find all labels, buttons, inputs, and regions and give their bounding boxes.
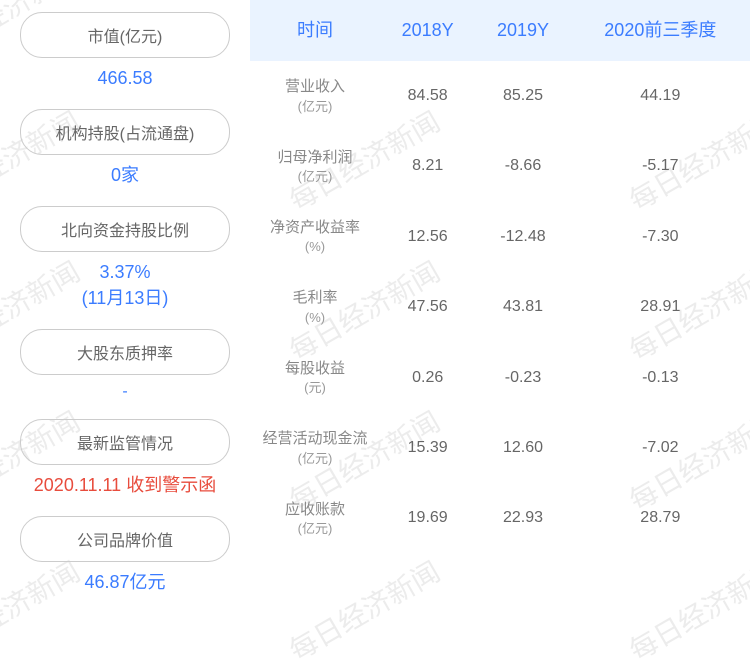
data-cell: 12.56 <box>380 202 475 272</box>
metric-unit: (元) <box>258 380 372 397</box>
metric-name: 营业收入 <box>285 78 345 95</box>
data-cell: 15.39 <box>380 413 475 483</box>
metric-name: 经营活动现金流 <box>262 430 367 447</box>
table-header-row: 时间2018Y2019Y2020前三季度 <box>250 0 750 61</box>
metric-unit: (亿元) <box>258 169 372 186</box>
stat-label: 最新监管情况 <box>20 419 230 465</box>
table-header-cell: 2020前三季度 <box>571 0 750 61</box>
stat-value: 466.58 <box>97 66 152 91</box>
table-row: 毛利率 (%) 47.5643.8128.91 <box>250 272 750 342</box>
metric-name: 毛利率 <box>292 289 337 306</box>
data-cell: 85.25 <box>475 61 570 131</box>
data-cell: -8.66 <box>475 132 570 202</box>
stat-value: 3.37% (11月13日) <box>82 260 169 310</box>
table-body: 营业收入 (亿元) 84.5885.2544.19 归母净利润 (亿元) 8.21-8.6… <box>250 61 750 554</box>
data-cell: 28.79 <box>571 484 750 554</box>
stat-label: 北向资金持股比例 <box>20 206 230 252</box>
data-cell: 8.21 <box>380 132 475 202</box>
metric-unit: (%) <box>258 239 372 256</box>
left-panel: 市值(亿元) 466.58 机构持股(占流通盘) 0家北向资金持股比例 3.37% (1… <box>0 0 250 648</box>
metric-cell: 归母净利润 (亿元) <box>250 132 380 202</box>
financial-table: 时间2018Y2019Y2020前三季度 营业收入(亿元)84.5885.254… <box>250 0 750 554</box>
stat-label: 大股东质押率 <box>20 329 230 375</box>
main-container: 市值(亿元) 466.58 机构持股(占流通盘) 0家北向资金持股比例 3.37% (1… <box>0 0 750 648</box>
metric-name: 净资产收益率 <box>270 219 360 236</box>
data-cell: -5.17 <box>571 132 750 202</box>
metric-name: 每股收益 <box>285 360 345 377</box>
metric-cell: 毛利率 (%) <box>250 272 380 342</box>
table-row: 净资产收益率 (%) 12.56-12.48-7.30 <box>250 202 750 272</box>
metric-cell: 经营活动现金流 (亿元) <box>250 413 380 483</box>
table-header-cell: 时间 <box>250 0 380 61</box>
table-header-cell: 2019Y <box>475 0 570 61</box>
stat-label: 市值(亿元) <box>20 12 230 58</box>
metric-unit: (%) <box>258 310 372 327</box>
stat-label: 公司品牌价值 <box>20 516 230 562</box>
metric-unit: (亿元) <box>258 451 372 468</box>
table-row: 营业收入 (亿元) 84.5885.2544.19 <box>250 61 750 131</box>
metric-cell: 每股收益 (元) <box>250 343 380 413</box>
stat-value: - <box>122 383 127 401</box>
metric-cell: 应收账款 (亿元) <box>250 484 380 554</box>
data-cell: 19.69 <box>380 484 475 554</box>
stat-value: 46.87亿元 <box>84 570 165 595</box>
metric-unit: (亿元) <box>258 99 372 116</box>
metric-cell: 净资产收益率 (%) <box>250 202 380 272</box>
data-cell: -0.13 <box>571 343 750 413</box>
data-cell: 12.60 <box>475 413 570 483</box>
stat-label: 机构持股(占流通盘) <box>20 109 230 155</box>
table-row: 经营活动现金流 (亿元) 15.3912.60-7.02 <box>250 413 750 483</box>
stat-value: 2020.11.11 收到警示函 <box>34 473 216 498</box>
metric-unit: (亿元) <box>258 521 372 538</box>
data-cell: -12.48 <box>475 202 570 272</box>
data-cell: -7.02 <box>571 413 750 483</box>
table-header-cell: 2018Y <box>380 0 475 61</box>
metric-name: 归母净利润 <box>277 149 352 166</box>
table-row: 归母净利润 (亿元) 8.21-8.66-5.17 <box>250 132 750 202</box>
data-cell: 44.19 <box>571 61 750 131</box>
right-panel: 时间2018Y2019Y2020前三季度 营业收入(亿元)84.5885.254… <box>250 0 750 648</box>
metric-cell: 营业收入 (亿元) <box>250 61 380 131</box>
metric-name: 应收账款 <box>285 501 345 518</box>
data-cell: 22.93 <box>475 484 570 554</box>
data-cell: 43.81 <box>475 272 570 342</box>
data-cell: -7.30 <box>571 202 750 272</box>
data-cell: 0.26 <box>380 343 475 413</box>
data-cell: 28.91 <box>571 272 750 342</box>
table-row: 应收账款 (亿元) 19.6922.9328.79 <box>250 484 750 554</box>
stat-value: 0家 <box>111 163 139 188</box>
data-cell: 47.56 <box>380 272 475 342</box>
data-cell: 84.58 <box>380 61 475 131</box>
data-cell: -0.23 <box>475 343 570 413</box>
table-row: 每股收益 (元) 0.26-0.23-0.13 <box>250 343 750 413</box>
